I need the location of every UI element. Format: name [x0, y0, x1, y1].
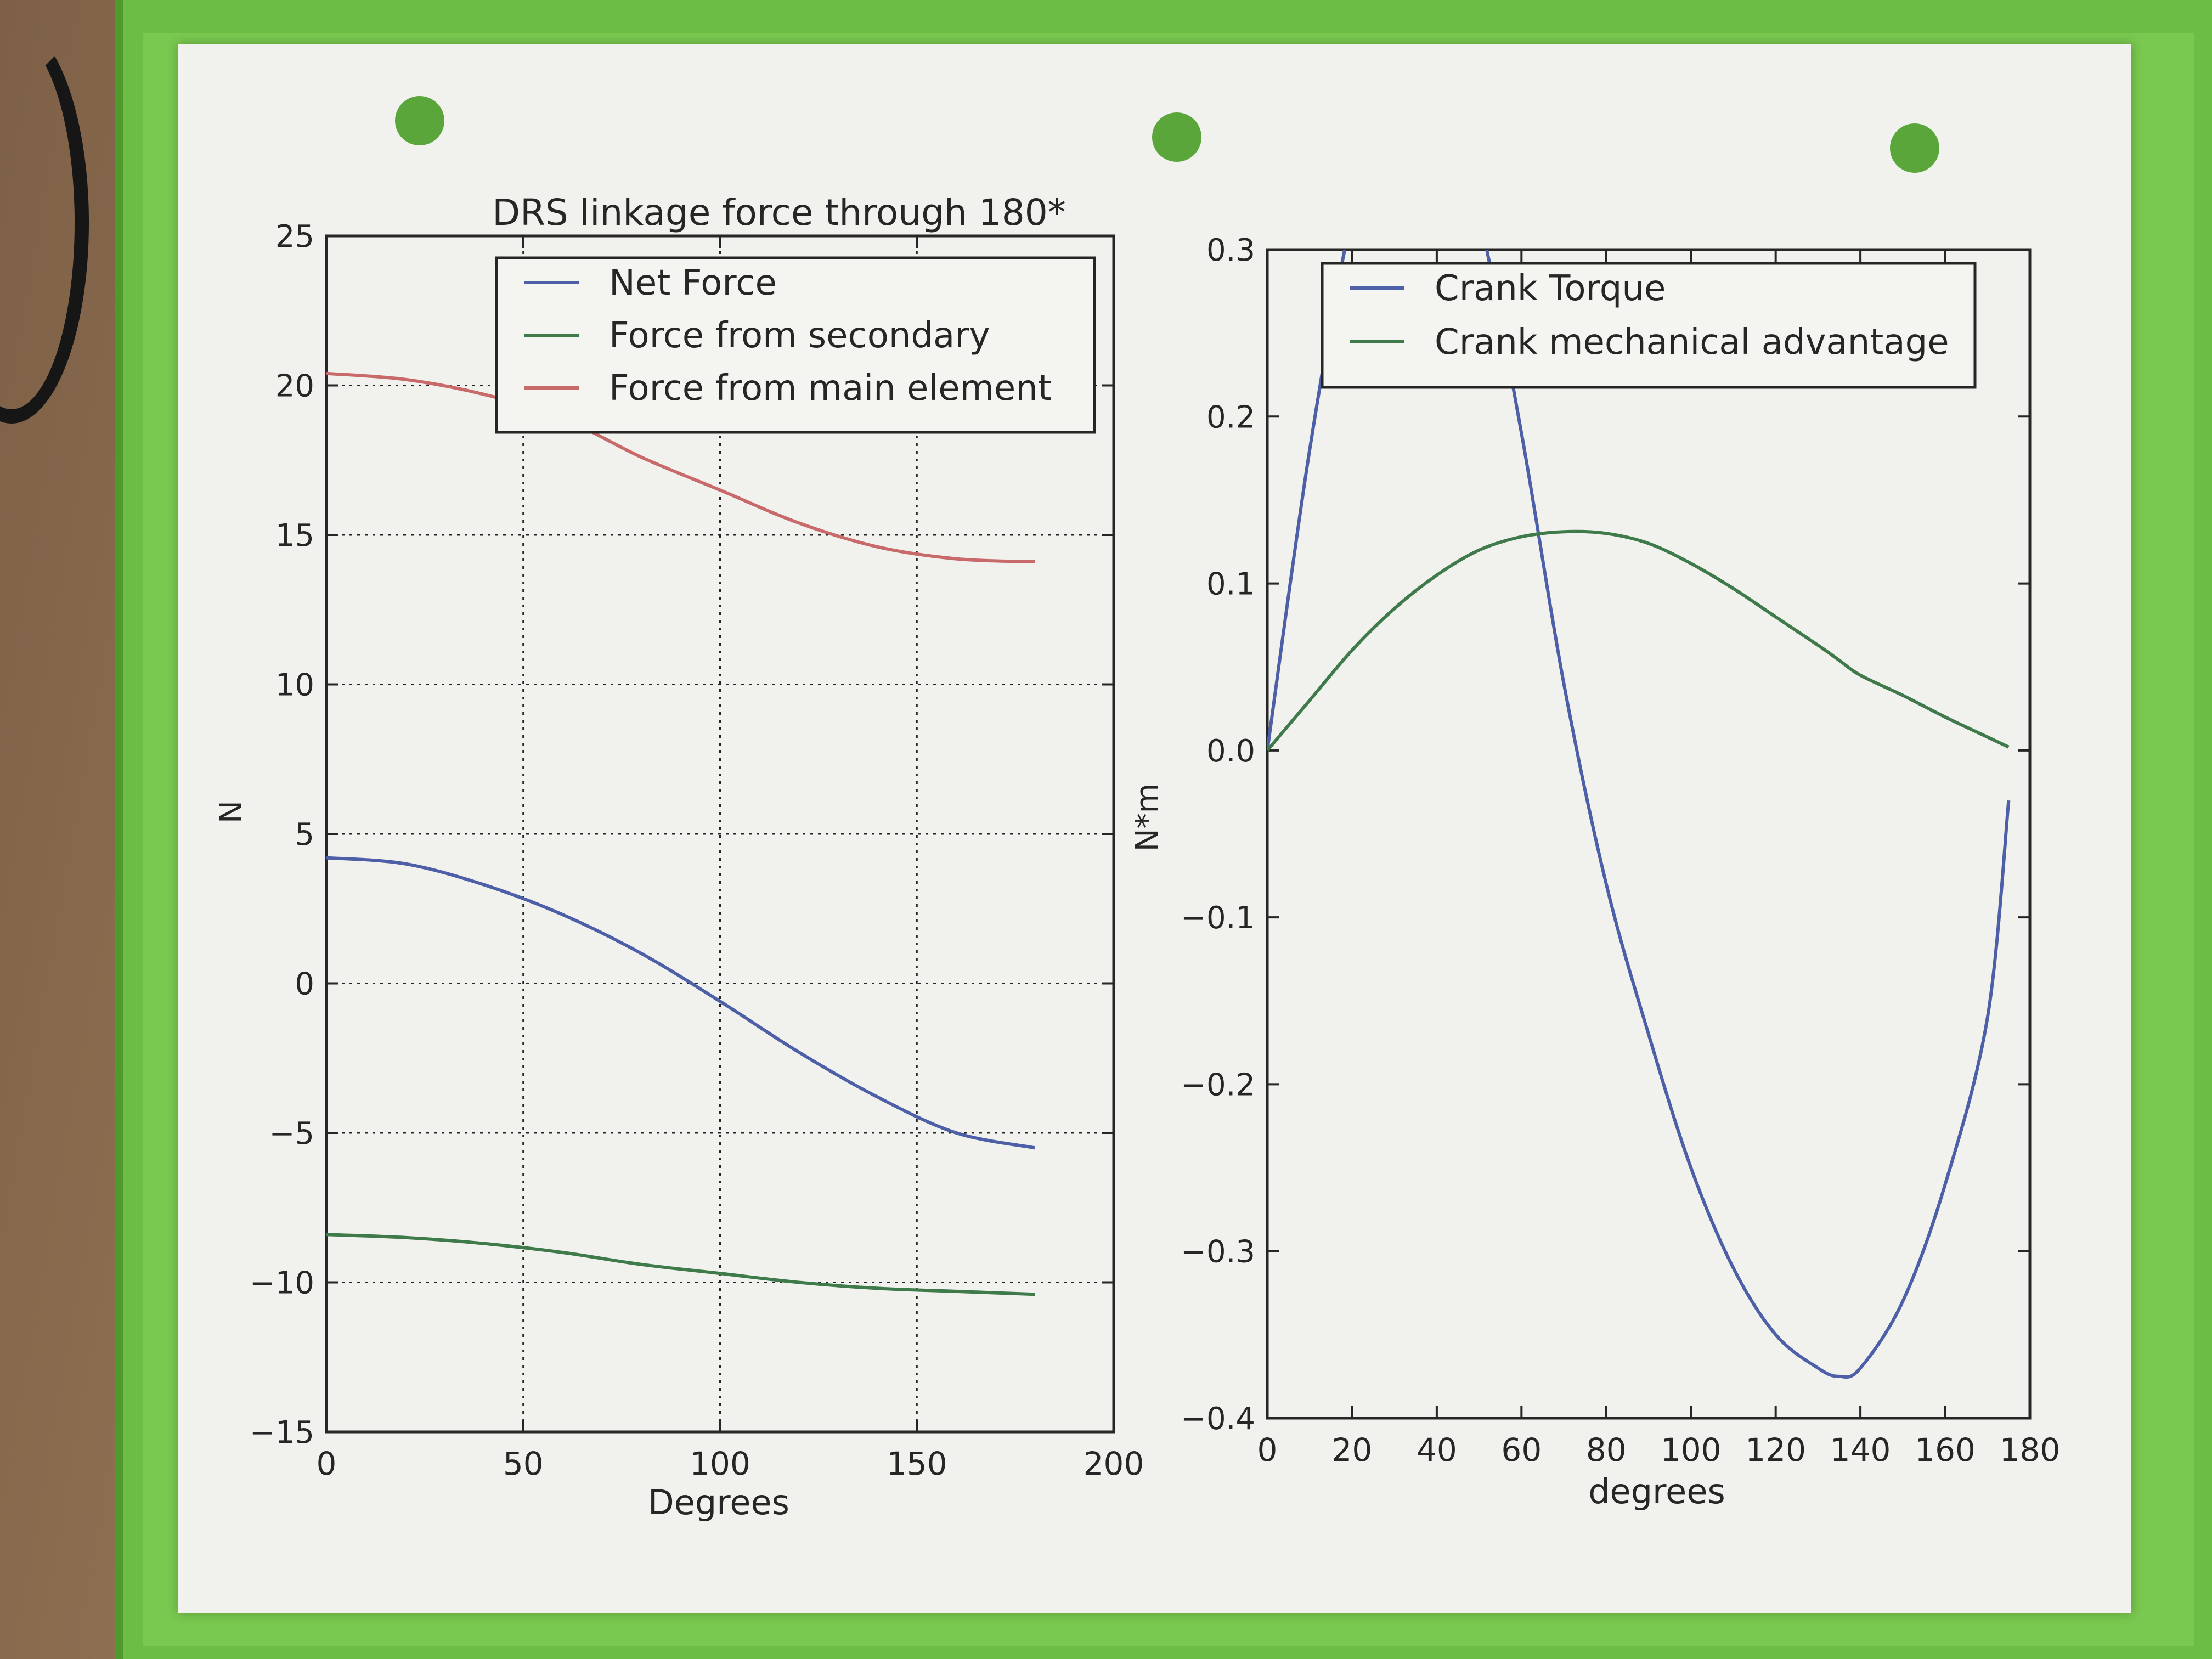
y-tick-label: −15 — [250, 1415, 314, 1451]
series-line — [326, 856, 1036, 1150]
y-tick-label: 15 — [275, 518, 314, 554]
y-tick-label: 0 — [295, 967, 314, 1002]
y-tick-label: 0.2 — [1206, 399, 1255, 435]
x-tick-label: 80 — [1586, 1431, 1627, 1469]
y-tick-label: 25 — [275, 219, 314, 255]
punch-hole-center — [1152, 112, 1201, 162]
x-tick-label: 50 — [503, 1445, 544, 1482]
series-group — [1267, 250, 2011, 1379]
left-chart-xlabel: Degrees — [648, 1482, 789, 1522]
legend-label: Crank Torque — [1435, 268, 1666, 309]
right-chart-xlabel: degrees — [1588, 1471, 1725, 1511]
x-tick-label: 120 — [1745, 1431, 1806, 1469]
x-tick-label: 200 — [1084, 1445, 1144, 1482]
y-tick-label: 0.3 — [1206, 233, 1255, 268]
x-tick-label: 0 — [317, 1445, 337, 1482]
x-tick-label: 140 — [1830, 1431, 1891, 1469]
y-tick-label: 20 — [275, 369, 314, 404]
series-line — [1267, 250, 2011, 1379]
x-tick-label: 100 — [690, 1445, 751, 1482]
series-line — [326, 371, 1035, 564]
punch-hole-right — [1890, 123, 1939, 173]
x-tick-label: 40 — [1417, 1431, 1457, 1469]
x-tick-label: 0 — [1257, 1431, 1278, 1469]
y-tick-label: 10 — [275, 668, 314, 703]
x-tick-label: 150 — [887, 1445, 947, 1482]
legend-box — [495, 256, 1096, 434]
punch-hole-left — [395, 96, 444, 145]
y-tick-label: −0.3 — [1181, 1234, 1255, 1270]
left-chart: DRS linkage force through 180* Degrees N… — [213, 191, 1144, 1522]
legend: Crank Torque Crank mechanical advantage — [1321, 262, 1977, 389]
right-chart: degrees N*m 0 20 40 60 80 100 120 140 160 180 −0.4… — [1130, 233, 2061, 1511]
x-tick-label: 100 — [1661, 1431, 1722, 1469]
series-line — [1267, 529, 2010, 752]
y-tick-label: −0.2 — [1181, 1067, 1255, 1103]
legend-label: Force from secondary — [609, 315, 990, 356]
left-chart-ylabel: N — [213, 800, 249, 823]
legend-box — [1321, 262, 1977, 389]
y-tick-label: −0.1 — [1181, 900, 1255, 936]
series-group — [326, 371, 1036, 1296]
left-chart-title: DRS linkage force through 180* — [492, 191, 1066, 234]
right-chart-ylabel: N*m — [1130, 783, 1165, 851]
x-tick-label: 180 — [2000, 1431, 2061, 1469]
y-tick-label: 0.0 — [1206, 733, 1255, 769]
legend-label: Crank mechanical advantage — [1435, 322, 1949, 363]
y-tick-label: 5 — [295, 817, 314, 853]
legend-label: Force from main element — [609, 368, 1052, 409]
y-tick-label: −0.4 — [1181, 1401, 1255, 1437]
x-tick-label: 160 — [1915, 1431, 1976, 1469]
legend: Net Force Force from secondary Force from … — [495, 256, 1096, 434]
y-tick-label: −10 — [250, 1266, 314, 1301]
x-tick-label: 20 — [1332, 1431, 1373, 1469]
series-line — [326, 1233, 1035, 1296]
axes-frame — [1266, 248, 2032, 1420]
legend-label: Net Force — [609, 263, 777, 303]
y-tick-label: −5 — [269, 1116, 314, 1152]
y-tick-label: 0.1 — [1206, 567, 1255, 602]
x-tick-label: 60 — [1501, 1431, 1542, 1469]
